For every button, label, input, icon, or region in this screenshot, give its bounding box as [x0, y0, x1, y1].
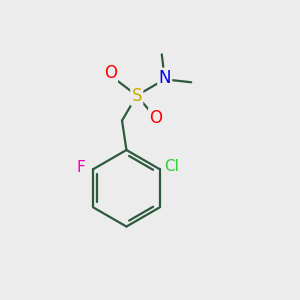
- Text: N: N: [158, 69, 171, 87]
- Text: O: O: [104, 64, 117, 82]
- Text: Cl: Cl: [164, 159, 179, 174]
- Text: F: F: [76, 160, 85, 175]
- Text: O: O: [149, 109, 162, 127]
- Text: S: S: [131, 86, 142, 104]
